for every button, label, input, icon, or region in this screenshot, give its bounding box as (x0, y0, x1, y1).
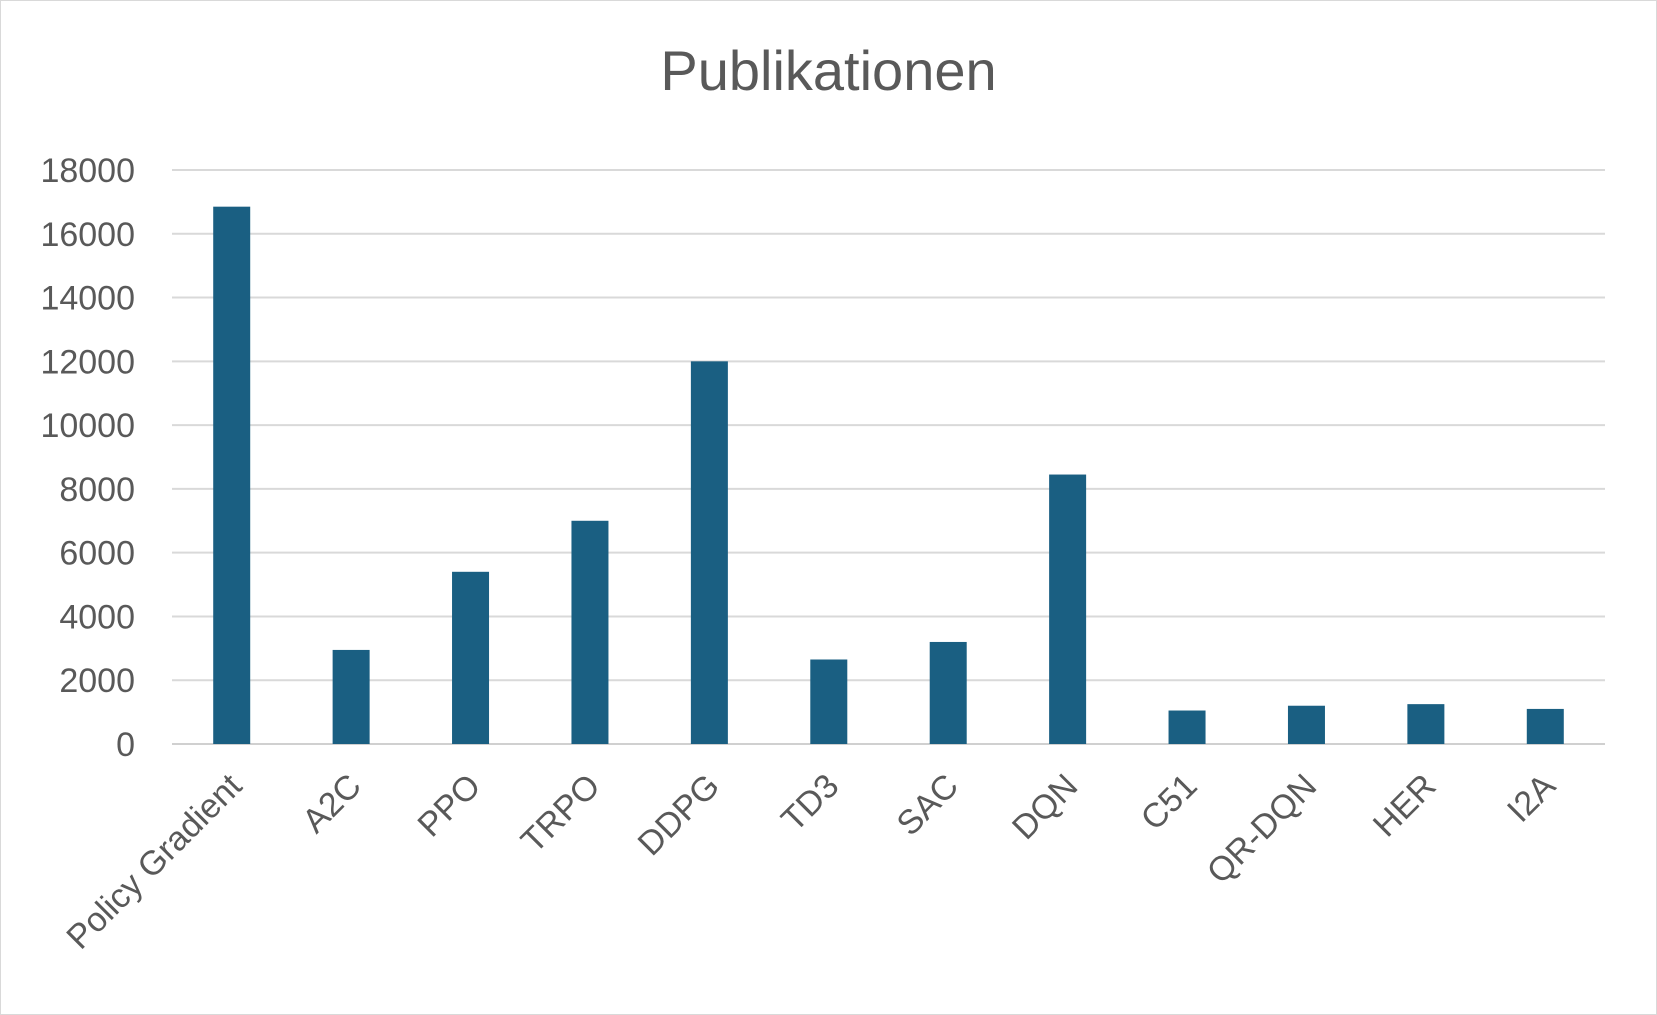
x-tick-label: QR-DQN (1200, 767, 1324, 891)
x-tick-label: A2C (295, 767, 369, 841)
bar-trpo (571, 520, 609, 744)
bar-sac (929, 641, 967, 744)
bar-ddpg (690, 361, 728, 744)
bar-her (1407, 704, 1445, 744)
x-tick-label: I2A (1500, 767, 1563, 830)
bar-policy-gradient (213, 206, 251, 744)
bar-qr-dqn (1287, 705, 1325, 744)
y-tick-label: 0 (116, 726, 135, 764)
bar-dqn (1049, 474, 1087, 744)
bar-i2a (1526, 708, 1564, 744)
y-tick-label: 10000 (40, 407, 135, 445)
y-tick-label: 16000 (40, 216, 135, 254)
y-tick-label: 6000 (59, 535, 135, 573)
y-tick-label: 12000 (40, 343, 135, 381)
x-tick-label: TRPO (514, 767, 608, 861)
x-tick-label: PPO (411, 767, 489, 845)
x-tick-label: SAC (890, 767, 966, 843)
bar-a2c (332, 649, 370, 744)
gridlines (172, 169, 1605, 745)
y-axis-ticks: 0 2000 4000 6000 8000 10000 12000 14000 16000 180… (40, 152, 135, 764)
bars (213, 206, 1564, 744)
bar-c51 (1168, 710, 1206, 744)
x-tick-label: C51 (1134, 767, 1205, 838)
y-tick-label: 14000 (40, 280, 135, 318)
y-tick-label: 2000 (59, 662, 135, 700)
x-tick-label: DDPG (631, 767, 727, 863)
y-tick-label: 4000 (59, 598, 135, 636)
x-tick-label: DQN (1005, 767, 1085, 847)
x-tick-label: Policy Gradient (59, 766, 249, 956)
bar-ppo (452, 571, 490, 744)
chart-title: Publikationen (660, 39, 997, 102)
y-tick-label: 8000 (59, 471, 135, 509)
x-axis-labels: Policy Gradient A2C PPO TRPO DDPG TD3 SAC DQN C5… (59, 766, 1563, 956)
y-tick-label: 18000 (40, 152, 135, 190)
x-tick-label: TD3 (774, 767, 846, 839)
x-tick-label: HER (1366, 767, 1444, 845)
bar-td3 (810, 659, 848, 744)
